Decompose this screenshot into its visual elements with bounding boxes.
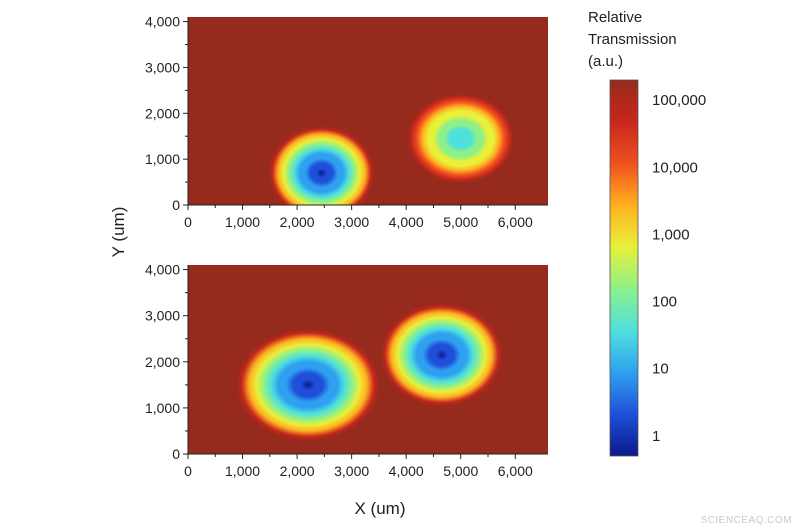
heatmap-bottom-axes: 0 1,000 2,000 3,000 4,000 5,000 6,000 0 1,000 2,0… bbox=[145, 262, 548, 479]
heatmap-top-panel: 0 1,000 2,000 3,000 4,000 5,000 6,000 0 1,000 2,0… bbox=[145, 14, 548, 230]
colorbar-tick-label: 10 bbox=[652, 361, 669, 378]
y-tick-label: 3,000 bbox=[145, 59, 180, 75]
colorbar-tick-label: 100,000 bbox=[652, 92, 706, 109]
x-tick-label: 2,000 bbox=[280, 214, 315, 230]
y-tick-label: 4,000 bbox=[145, 14, 180, 30]
x-tick-label: 6,000 bbox=[498, 463, 533, 479]
heatmap-top-features bbox=[267, 92, 516, 205]
y-tick-label: 1,000 bbox=[145, 151, 180, 167]
y-tick-label: 0 bbox=[172, 197, 180, 213]
x-tick-label: 5,000 bbox=[443, 463, 478, 479]
colorbar: Relative Transmission (a.u.) 100,000 10,0… bbox=[588, 9, 706, 457]
x-tick-label: 4,000 bbox=[389, 214, 424, 230]
x-tick-label: 4,000 bbox=[389, 463, 424, 479]
colorbar-tick-label: 100 bbox=[652, 294, 677, 311]
y-tick-label: 2,000 bbox=[145, 105, 180, 121]
colorbar-tick-label: 1,000 bbox=[652, 226, 690, 243]
x-tick-label: 2,000 bbox=[280, 463, 315, 479]
x-tick-label: 0 bbox=[184, 214, 192, 230]
heatmap-feature bbox=[378, 301, 505, 408]
colorbar-title-line-2: Transmission bbox=[588, 31, 677, 48]
y-tick-label: 1,000 bbox=[145, 400, 180, 416]
colorbar-tick-label: 1 bbox=[652, 428, 660, 445]
x-tick-label: 1,000 bbox=[225, 463, 260, 479]
x-tick-label: 1,000 bbox=[225, 214, 260, 230]
colorbar-tick-label: 10,000 bbox=[652, 159, 698, 176]
heatmap-feature bbox=[406, 92, 516, 185]
y-tick-label: 0 bbox=[172, 446, 180, 462]
x-tick-label: 3,000 bbox=[334, 214, 369, 230]
heatmap-bottom-panel: 0 1,000 2,000 3,000 4,000 5,000 6,000 0 1,000 2,0… bbox=[145, 262, 548, 479]
heatmap-top-axes: 0 1,000 2,000 3,000 4,000 5,000 6,000 0 1,000 2,0… bbox=[145, 14, 548, 230]
y-axis-title: Y (um) bbox=[109, 207, 128, 258]
x-axis-title: X (um) bbox=[355, 499, 406, 518]
y-tick-label: 3,000 bbox=[145, 308, 180, 324]
heatmap-feature bbox=[234, 327, 382, 443]
watermark: SCIENCEAQ.COM bbox=[700, 515, 792, 526]
heatmap-feature bbox=[267, 124, 377, 205]
x-tick-label: 0 bbox=[184, 463, 192, 479]
y-tick-label: 2,000 bbox=[145, 354, 180, 370]
heatmap-bottom-features bbox=[234, 301, 505, 443]
colorbar-gradient bbox=[609, 79, 639, 457]
colorbar-title-line-3: (a.u.) bbox=[588, 53, 623, 70]
colorbar-title-line-1: Relative bbox=[588, 9, 642, 26]
x-tick-label: 3,000 bbox=[334, 463, 369, 479]
y-tick-label: 4,000 bbox=[145, 262, 180, 278]
x-tick-label: 5,000 bbox=[443, 214, 478, 230]
x-tick-label: 6,000 bbox=[498, 214, 533, 230]
colorbar-ticks: 100,000 10,000 1,000 100 10 1 bbox=[652, 92, 706, 445]
